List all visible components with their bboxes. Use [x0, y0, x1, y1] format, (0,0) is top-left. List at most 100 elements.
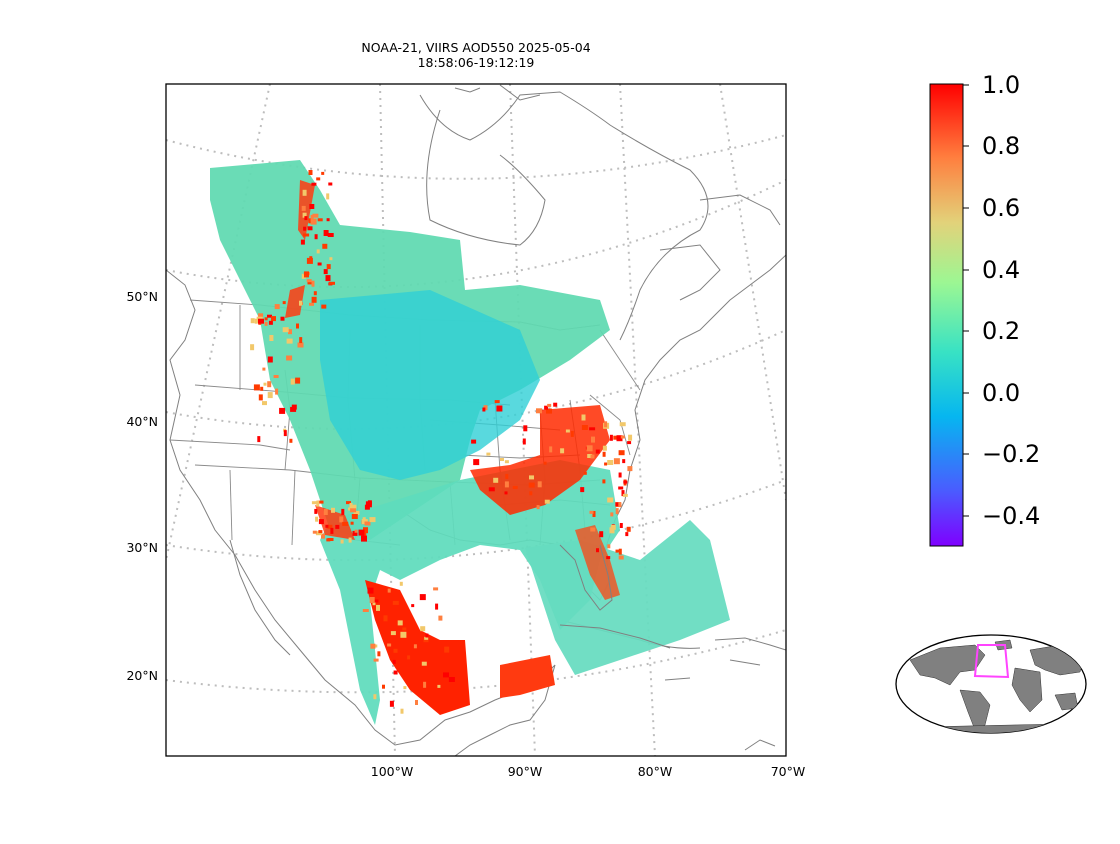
aod-pixel [376, 604, 380, 611]
aod-pixel [307, 226, 313, 231]
aod-pixel [282, 301, 286, 305]
lat-label-20n: 20°N [126, 668, 158, 683]
aod-pixel [377, 651, 381, 657]
aod-pixel [618, 555, 624, 560]
aod-pixel [604, 462, 608, 466]
aod-pixel [610, 512, 614, 517]
colorbar-tick-0-6: 0.6 [982, 194, 1021, 222]
aod-swath [210, 160, 730, 725]
aod-pixel [622, 459, 626, 464]
aod-pixel [415, 700, 418, 705]
aod-pixel [424, 636, 429, 640]
aod-pixel [486, 452, 491, 456]
aod-pixel [346, 501, 351, 505]
aod-pixel [317, 218, 323, 222]
colorbar-tick-neg-0-4: −0.4 [982, 502, 1041, 530]
aod-pixel [544, 499, 550, 504]
aod-pixel [326, 218, 330, 222]
aod-pixel [335, 524, 340, 529]
aod-pixel [403, 686, 407, 690]
lat-label-40n: 40°N [126, 414, 158, 429]
aod-pixel [625, 532, 629, 537]
aod-pixel [500, 458, 504, 461]
aod-pixel [323, 269, 328, 275]
aod-pixel [565, 429, 570, 433]
aod-pixel [620, 435, 625, 439]
aod-pixel [311, 501, 318, 505]
aod-pixel [581, 414, 586, 421]
aod-pixel [602, 479, 606, 484]
aod-pixel [505, 473, 509, 479]
aod-pixel [318, 519, 324, 525]
aod-pixel [303, 226, 307, 231]
aod-pixel [316, 177, 321, 181]
aod-pixel [604, 421, 608, 428]
aod-pixel [613, 458, 620, 465]
aod-pixel [580, 487, 585, 493]
aod-pixel [549, 446, 553, 453]
aod-pixel [606, 556, 611, 560]
inset-region-box [973, 644, 1010, 679]
aod-pixel [504, 460, 509, 464]
aod-pixel [253, 384, 260, 391]
aod-pixel [528, 482, 535, 488]
aod-pixel [362, 517, 366, 521]
aod-pixel [589, 510, 594, 514]
aod-pixel [370, 643, 376, 649]
aod-pixel [314, 234, 318, 240]
aod-pixel [260, 386, 264, 391]
aod-pixel [529, 491, 533, 496]
aod-pixel [351, 504, 357, 509]
aod-pixel [619, 422, 626, 427]
aod-pixel [271, 316, 276, 322]
aod-pixel [340, 539, 344, 544]
aod-pixel [327, 524, 333, 529]
aod-pixel [297, 342, 304, 348]
aod-pixel [471, 439, 477, 444]
aod-pixel [310, 218, 317, 225]
aod-pixel [363, 527, 368, 534]
aod-pixel [257, 436, 261, 443]
aod-speckles [250, 170, 633, 714]
aod-pixel [301, 273, 306, 279]
aod-pixel [618, 450, 625, 456]
aod-pixel [602, 451, 606, 457]
lat-label-30n: 30°N [126, 540, 158, 555]
aod-pixel [313, 291, 317, 296]
aod-pixel [529, 475, 534, 480]
aod-pixel [392, 659, 396, 664]
colorbar-ticks [963, 84, 969, 517]
aod-pixel [488, 487, 495, 492]
aod-pixel [351, 514, 358, 519]
aod-pixel [626, 526, 631, 532]
aod-pixel [393, 648, 398, 653]
colorbar-tick-0-4: 0.4 [982, 256, 1021, 284]
aod-pixel [321, 171, 325, 175]
lon-label-80w: 80°W [637, 764, 673, 779]
aod-pixel [425, 633, 429, 638]
aod-pixel [382, 684, 385, 689]
aod-pixel [325, 524, 329, 528]
aod-pixel [339, 516, 344, 523]
aod-pixel [402, 627, 407, 631]
aod-pixel [373, 658, 379, 662]
aod-pixel [326, 193, 330, 200]
coast-overlay [559, 544, 671, 649]
aod-pixel [560, 448, 565, 454]
aod-pixel [321, 533, 325, 539]
aod-pixel [494, 400, 500, 404]
aod-pixel [311, 182, 317, 186]
aod-pixel [389, 700, 394, 707]
aod-pixel [269, 335, 274, 341]
aod-pixel [590, 527, 596, 532]
aod-pixel [309, 302, 314, 306]
aod-pixel [350, 521, 354, 525]
aod-pixel [308, 218, 312, 224]
aod-pixel [438, 615, 443, 621]
aod-pixel [258, 394, 263, 401]
aod-pixel [296, 323, 299, 329]
aod-pixel [419, 594, 426, 601]
aod-pixel [353, 510, 360, 515]
colorbar-tick-1-0: 1.0 [982, 71, 1021, 99]
